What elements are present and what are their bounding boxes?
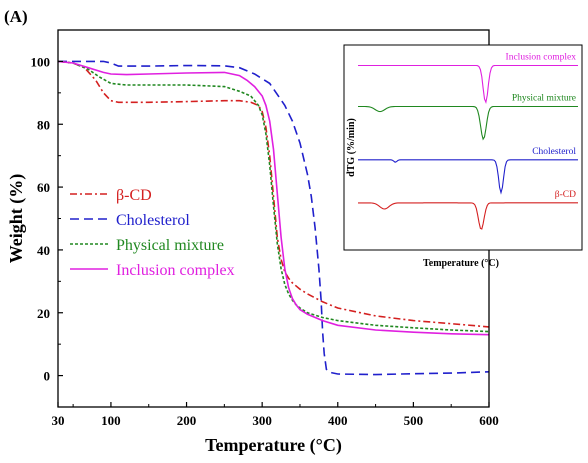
- y-tick-label: 100: [31, 54, 51, 69]
- inset-series-label-1: Physical mixture: [512, 94, 576, 104]
- series-line-1: [58, 60, 490, 376]
- x-tick-label: 200: [177, 413, 197, 428]
- dtg-inset: Inclusion complex Physical mixture Cholest…: [343, 44, 583, 269]
- inset-series-label-3: β-CD: [555, 190, 576, 200]
- series-line-3: [57, 60, 490, 336]
- inset-series-line-2: [358, 159, 578, 195]
- series-line-2: [57, 60, 490, 333]
- y-tick-label: 20: [37, 306, 50, 321]
- series-line-0: [57, 60, 490, 328]
- x-tick-label: 30: [52, 413, 65, 428]
- legend-label-3: Inclusion complex: [116, 262, 235, 279]
- x-tick-label: 500: [404, 413, 424, 428]
- x-tick-label: 600: [479, 413, 499, 428]
- legend-label-2: Physical mixture: [116, 237, 224, 254]
- inset-y-axis-label: dTG (%/min): [346, 118, 357, 177]
- y-tick-label: 60: [37, 180, 50, 195]
- inset-series-line-0: [358, 64, 578, 105]
- x-axis-label: Temperature (°C): [205, 435, 342, 456]
- y-axis-label: Weight (%): [6, 174, 27, 264]
- panel-label: (A): [4, 7, 28, 26]
- x-tick-label: 100: [101, 413, 121, 428]
- main-plot: 30 100 200 300 400 500 600 0 20 40 60 80 100 Temperat…: [6, 29, 499, 456]
- legend-label-1: Cholesterol: [116, 212, 190, 229]
- y-tick-label: 0: [44, 369, 51, 384]
- inset-frame: [343, 44, 583, 251]
- x-tick-label: 400: [328, 413, 348, 428]
- inset-series-line-3: [358, 202, 578, 230]
- y-tick-label: 40: [37, 243, 50, 258]
- inset-x-axis-label: Temperature (°C): [423, 258, 499, 269]
- legend-label-0: β-CD: [116, 187, 152, 204]
- y-tick-label: 80: [37, 117, 50, 132]
- inset-series-line-1: [358, 105, 578, 141]
- inset-series-label-0: Inclusion complex: [506, 53, 577, 63]
- inset-series-label-2: Cholesterol: [532, 147, 576, 157]
- x-tick-label: 300: [252, 413, 272, 428]
